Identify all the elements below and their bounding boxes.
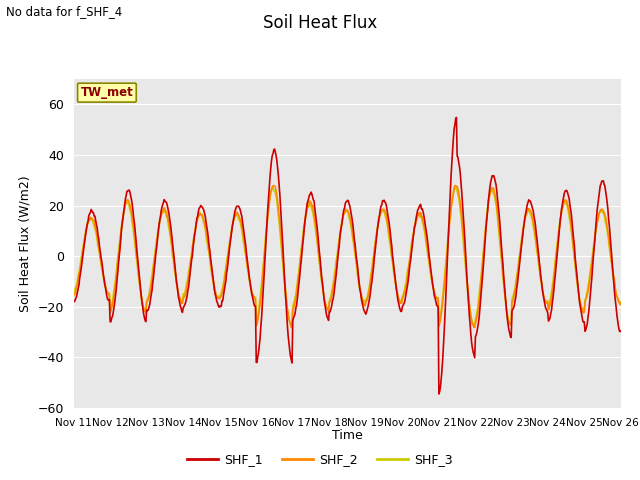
SHF_1 [136,278,143,284]
Text: No data for f_SHF_4: No data for f_SHF_4 [6,5,123,18]
SHF_3 [70,292,77,298]
SHF_2 [431,290,438,296]
Y-axis label: Soil Heat Flux (W/m2): Soil Heat Flux (W/m2) [19,175,32,312]
SHF_1 [220,287,228,293]
SHF_2 [452,183,460,189]
SHF_1 [70,298,77,303]
X-axis label: Time: Time [332,429,363,442]
Line: SHF_2: SHF_2 [74,186,621,328]
SHF_3 [79,241,87,247]
SHF_1 [617,328,625,334]
SHF_2 [70,293,77,299]
SHF_3 [617,299,625,305]
SHF_1 [413,208,421,214]
Line: SHF_3: SHF_3 [74,187,621,325]
SHF_2 [136,282,143,288]
Text: TW_met: TW_met [81,86,133,99]
SHF_2 [288,325,296,331]
SHF_2 [79,244,87,250]
SHF_1 [435,391,443,397]
SHF_3 [431,288,438,294]
SHF_2 [220,278,228,284]
SHF_2 [191,227,199,233]
SHF_3 [220,275,228,281]
Legend: SHF_1, SHF_2, SHF_3: SHF_1, SHF_2, SHF_3 [182,448,458,471]
SHF_2 [415,212,422,218]
SHF_3 [415,212,422,218]
SHF_3 [269,184,277,190]
SHF_1 [429,288,437,293]
SHF_2 [617,301,625,307]
Line: SHF_1: SHF_1 [74,118,621,394]
SHF_1 [79,248,87,253]
SHF_1 [452,115,460,120]
SHF_3 [136,283,143,289]
SHF_1 [191,228,199,233]
Text: Soil Heat Flux: Soil Heat Flux [263,14,377,33]
SHF_3 [191,225,199,231]
SHF_3 [470,322,477,328]
